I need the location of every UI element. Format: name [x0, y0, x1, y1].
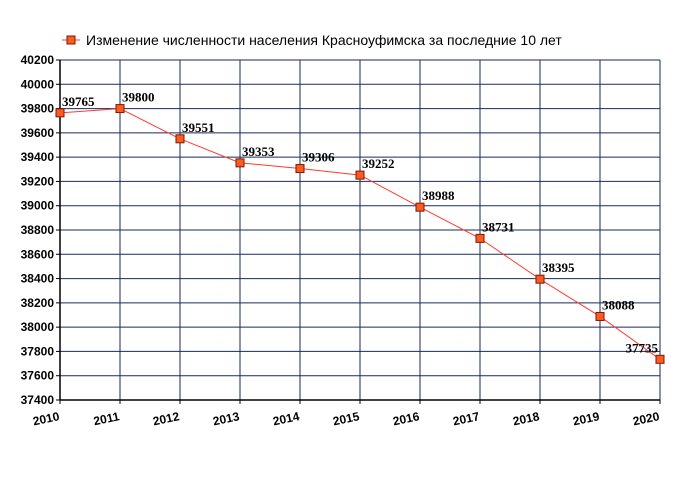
- y-axis-ticks: 37400 37600 37800 38000 38200 38400 38600 38800…: [21, 53, 60, 407]
- data-label: 38395: [542, 260, 575, 275]
- y-tick-label: 37400: [21, 393, 55, 407]
- data-point-marker: [115, 104, 125, 114]
- x-tick-label: 2018: [512, 409, 541, 428]
- y-tick-label: 38200: [21, 296, 55, 310]
- y-tick-label: 39400: [21, 150, 55, 164]
- data-label: 37735: [626, 340, 659, 355]
- data-point-marker: [415, 202, 425, 212]
- data-label: 39551: [182, 120, 215, 135]
- x-tick-label: 2011: [92, 409, 121, 428]
- data-point-marker: [175, 134, 185, 144]
- x-tick-label: 2020: [632, 409, 661, 428]
- y-tick-label: 37600: [21, 369, 55, 383]
- y-tick-label: 40200: [21, 53, 55, 67]
- y-tick-label: 39800: [21, 102, 55, 116]
- y-tick-label: 37800: [21, 344, 55, 358]
- series-markers: [55, 104, 665, 364]
- y-tick-label: 38400: [21, 272, 55, 286]
- y-tick-label: 38000: [21, 320, 55, 334]
- y-tick-label: 38600: [21, 247, 55, 261]
- data-label: 39353: [242, 144, 275, 159]
- data-point-marker: [655, 354, 665, 364]
- data-label: 38988: [422, 188, 455, 203]
- data-point-marker: [355, 170, 365, 180]
- x-tick-label: 2012: [152, 409, 181, 428]
- data-point-marker: [55, 108, 65, 118]
- x-axis-ticks: 2010 2011 2012 2013 2014 2015 2016 2017 2018 2019…: [32, 400, 661, 428]
- data-point-marker: [595, 311, 605, 321]
- x-tick-label: 2019: [572, 409, 601, 428]
- data-point-marker: [295, 164, 305, 174]
- x-tick-label: 2014: [272, 409, 301, 428]
- y-tick-label: 40000: [21, 77, 55, 91]
- data-point-marker: [535, 274, 545, 284]
- legend-marker-swatch: [66, 35, 76, 45]
- legend-label: Изменение численности населения Красноуф…: [86, 32, 562, 48]
- data-label: 39765: [62, 94, 95, 109]
- x-tick-label: 2010: [32, 409, 61, 428]
- data-labels: 39765 39800 39551 39353 39306 39252 38988 38731…: [62, 90, 659, 356]
- grid: [59, 59, 661, 401]
- x-tick-label: 2013: [212, 409, 241, 428]
- legend: Изменение численности населения Красноуф…: [62, 32, 562, 48]
- y-tick-label: 38800: [21, 223, 55, 237]
- data-point-marker: [235, 158, 245, 168]
- y-tick-label: 39600: [21, 126, 55, 140]
- data-label: 39800: [122, 90, 155, 105]
- y-tick-label: 39000: [21, 199, 55, 213]
- x-tick-label: 2015: [332, 409, 361, 428]
- data-label: 38088: [602, 297, 635, 312]
- data-point-marker: [475, 233, 485, 243]
- data-label: 39306: [302, 150, 335, 165]
- x-tick-label: 2016: [392, 409, 421, 428]
- y-tick-label: 39200: [21, 174, 55, 188]
- data-label: 39252: [362, 156, 395, 171]
- data-label: 38731: [482, 219, 515, 234]
- x-tick-label: 2017: [452, 409, 481, 428]
